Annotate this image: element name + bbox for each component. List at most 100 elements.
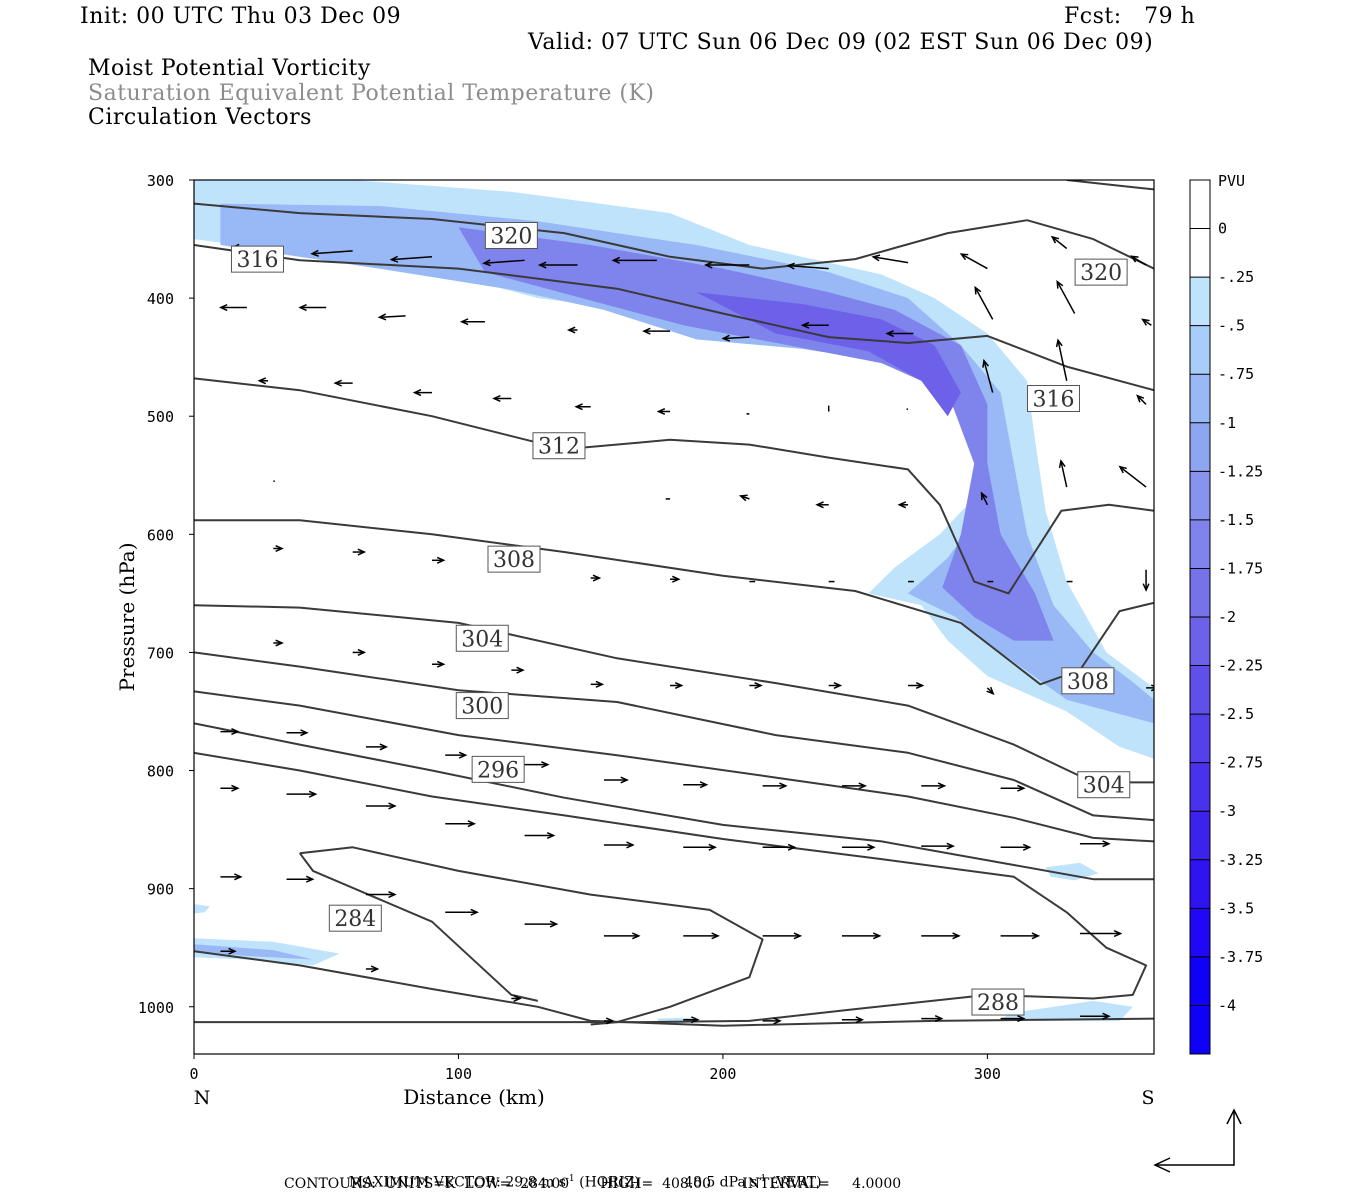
circulation-vector — [670, 681, 684, 690]
max-vector-label: MAXIMUM VECTOR: — [348, 1174, 501, 1191]
contour-line-284 — [299, 846, 764, 1026]
pv-shade-region — [1045, 862, 1099, 881]
circulation-vector — [800, 321, 829, 329]
field-title-theta-es: Saturation Equivalent Potential Temperat… — [88, 81, 655, 106]
circulation-vector — [1000, 1015, 1026, 1023]
colorbar-swatch — [1190, 762, 1210, 812]
contour-label-box — [1027, 385, 1081, 412]
colorbar-swatch — [1190, 277, 1210, 326]
contour-line-296 — [194, 690, 1154, 843]
y-tick-label: 700 — [147, 644, 174, 662]
circulation-vector — [524, 831, 556, 840]
contour-line-284 — [298, 852, 539, 1002]
contour-label-box — [471, 755, 525, 783]
circulation-vector — [365, 743, 389, 751]
colorbar-swatch — [1190, 811, 1210, 860]
circulation-vector — [286, 875, 315, 883]
colorbar-label: -3.25 — [1218, 851, 1263, 869]
colorbar-label: -2.75 — [1218, 754, 1263, 772]
circulation-vector — [273, 544, 284, 553]
circulation-vector — [445, 908, 479, 916]
circulation-vector — [377, 313, 406, 321]
colorbar-swatch — [1190, 1005, 1210, 1054]
circulation-vector — [286, 729, 309, 737]
circulation-vector — [389, 255, 433, 263]
circulation-vector — [841, 1016, 865, 1024]
circulation-vector — [841, 782, 867, 790]
circulation-vector — [921, 782, 947, 790]
colorbar-swatch — [1190, 568, 1210, 617]
circulation-vector — [670, 575, 681, 583]
circulation-vector — [1079, 929, 1123, 938]
circulation-vector — [511, 666, 525, 674]
circulation-vector — [445, 751, 468, 759]
circulation-vector — [524, 761, 550, 769]
circulation-vector — [1000, 784, 1026, 792]
circulation-vector — [986, 686, 995, 695]
field-title-pv: Moist Potential Vorticity — [88, 56, 371, 81]
circulation-vector — [1129, 255, 1147, 266]
circulation-vector — [683, 781, 709, 789]
valid-time: Valid: 07 UTC Sun 06 Dec 09 (02 EST Sun … — [528, 30, 1154, 55]
circulation-vector — [815, 501, 829, 509]
y-tick-label: 800 — [147, 763, 174, 781]
circulation-vector — [762, 932, 803, 940]
circulation-vector — [980, 491, 989, 506]
contour-label-box — [455, 692, 509, 720]
max-vector-note: MAXIMUM VECTOR: 29.8 m s-1 (HORIZ) 48.5 … — [348, 1174, 822, 1191]
field-title-vectors: Circulation Vectors — [88, 105, 312, 130]
pv-shading — [194, 180, 1154, 1024]
x-tick-label: 0 — [189, 1065, 198, 1083]
contour-label-box — [532, 432, 586, 460]
theta-es-contours — [194, 180, 1154, 1027]
contour-label: 316 — [236, 248, 278, 273]
circulation-vector — [1055, 338, 1068, 381]
contour-line-320 — [194, 202, 1154, 270]
colorbar-label: -1.75 — [1218, 559, 1263, 577]
reference-vector-icon — [1153, 1108, 1242, 1173]
circulation-vector — [365, 891, 397, 899]
colorbar-label: 0 — [1218, 220, 1227, 238]
forecast-hour: Fcst: 79 h — [1064, 4, 1196, 29]
contour-line-284 — [194, 950, 1154, 1027]
colorbar-label: -1.5 — [1218, 511, 1254, 529]
colorbar-swatch — [1190, 519, 1210, 569]
contour-label: 308 — [1067, 670, 1109, 695]
circulation-vector — [841, 932, 882, 940]
circulation-vector — [908, 681, 925, 690]
circulation-vector — [1141, 318, 1152, 326]
circulation-vector — [1118, 465, 1147, 488]
contour-label-box — [1074, 258, 1128, 286]
circulation-vector — [432, 556, 446, 564]
colorbar-label: -3 — [1218, 802, 1236, 820]
circulation-vector — [762, 1017, 782, 1025]
y-axis-title: Pressure (hPa) — [115, 543, 139, 692]
colorbar-label: -3.5 — [1218, 899, 1254, 917]
plot-frame — [193, 179, 1155, 1055]
circulation-vector — [1050, 235, 1068, 250]
circulation-vector — [220, 947, 237, 955]
contour-line-312 — [194, 377, 1154, 595]
circulation-vector — [566, 326, 578, 334]
colorbar-swatch — [1190, 180, 1210, 229]
contour-label-box — [971, 988, 1025, 1016]
circulation-vector — [333, 379, 353, 387]
contour-label: 316 — [1033, 388, 1075, 413]
max-vector-horiz-unit: (HORIZ) — [579, 1174, 640, 1191]
max-vector-vert: 48.5 dPa s — [684, 1174, 758, 1191]
circulation-vector — [603, 1017, 615, 1025]
contour-label: 312 — [538, 435, 580, 460]
contour-label: 288 — [977, 991, 1019, 1016]
contour-info: CONTOURS: UNITS=K LOW= 284.00 HIGH= 408.… — [284, 1176, 902, 1192]
contour-line-288 — [194, 751, 1148, 1024]
circulation-vector — [1058, 459, 1068, 488]
x-axis-title: Distance (km) — [403, 1085, 545, 1109]
circulation-vector — [412, 389, 433, 397]
contour-label-box — [1077, 771, 1131, 799]
colorbar-swatch — [1190, 471, 1210, 520]
y-tick-label: 1000 — [138, 999, 174, 1017]
circulation-vector — [524, 920, 559, 928]
colorbar-swatch — [1190, 714, 1210, 763]
circulation-vector — [683, 932, 720, 940]
